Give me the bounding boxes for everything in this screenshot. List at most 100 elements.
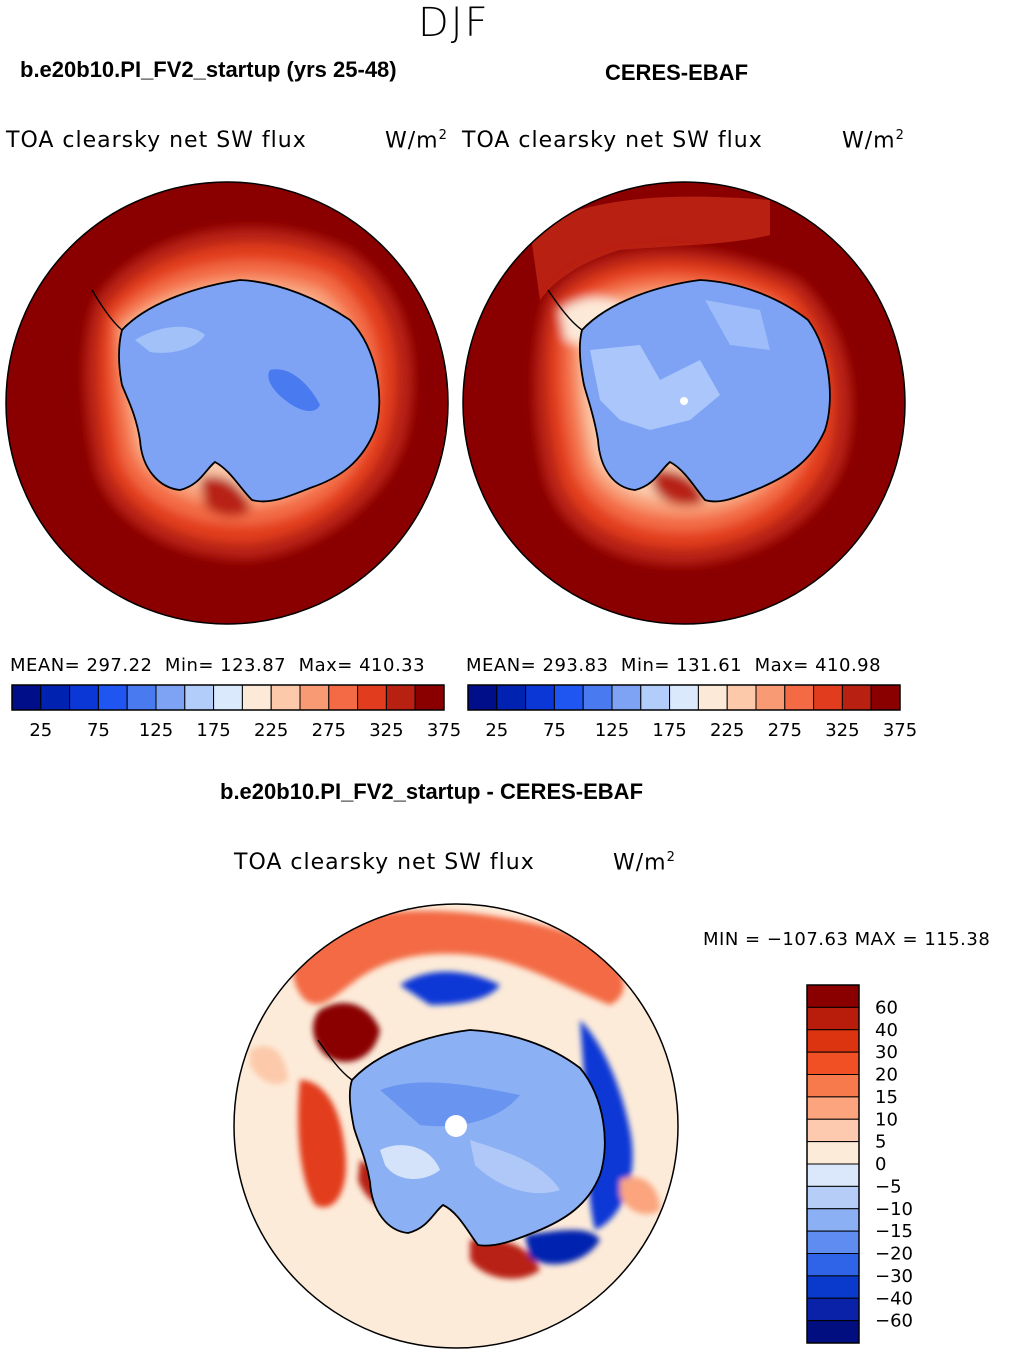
left-panel-title: b.e20b10.PI_FV2_startup (yrs 25-48): [20, 57, 397, 82]
difference-colorbar-swatch: [806, 1253, 860, 1277]
observation-colorbar-swatch: [640, 684, 671, 711]
diff-variable-label: TOA clearsky net SW flux: [234, 850, 535, 875]
difference-map-frame: [233, 903, 679, 1349]
difference-colorbar-tick-label: 15: [875, 1087, 898, 1108]
right-panel-title: CERES-EBAF: [605, 60, 749, 85]
difference-colorbar-swatch: [806, 1006, 860, 1031]
observation-colorbar-tick-label: 175: [652, 720, 686, 741]
model-colorbar-swatch: [385, 684, 416, 711]
difference-colorbar-tick-label: −60: [875, 1311, 913, 1332]
model-colorbar-tick-label: 25: [29, 720, 52, 741]
observation-colorbar-swatch: [582, 684, 613, 711]
difference-colorbar-swatch: [806, 1029, 860, 1053]
model-colorbar-swatch: [126, 684, 157, 711]
model-map-frame: [5, 181, 449, 625]
observation-colorbar-swatch: [669, 684, 699, 711]
difference-colorbar-swatch: [806, 984, 860, 1008]
right-units-label: W/m2: [842, 128, 905, 154]
difference-colorbar-tick-label: 0: [875, 1154, 886, 1175]
observation-colorbar-swatch: [870, 684, 901, 711]
difference-colorbar-tick-label: 10: [875, 1109, 898, 1130]
model-colorbar-swatch: [328, 684, 359, 711]
model-colorbar-tick-label: 375: [427, 720, 461, 741]
observation-colorbar-swatch: [496, 684, 527, 711]
diff-panel-title: b.e20b10.PI_FV2_startup - CERES-EBAF: [220, 779, 644, 804]
difference-colorbar-tick-label: −40: [875, 1288, 913, 1309]
observation-colorbar-tick-label: 25: [485, 720, 508, 741]
season-title: DJF: [418, 0, 490, 46]
observation-colorbar-swatch: [755, 684, 786, 711]
model-colorbar-swatch: [155, 684, 186, 711]
difference-colorbar-swatch: [806, 1163, 860, 1187]
model-colorbar-tick-label: 225: [254, 720, 288, 741]
diff-minmax-stats: MIN = −107.63 MAX = 115.38: [703, 929, 991, 950]
model-map: [6, 182, 448, 624]
difference-colorbar-swatch: [806, 1141, 860, 1165]
observation-colorbar-tick-label: 75: [543, 720, 566, 741]
observation-colorbar-tick-label: 225: [710, 720, 744, 741]
difference-colorbar-swatch: [806, 1096, 860, 1120]
difference-colorbar-tick-label: 30: [875, 1042, 898, 1063]
observation-colorbar-swatch: [841, 684, 872, 711]
model-colorbar-tick-label: 275: [312, 720, 346, 741]
difference-colorbar-swatch: [806, 1051, 860, 1075]
difference-colorbar-swatch: [806, 1297, 860, 1322]
observation-colorbar-swatch: [611, 684, 642, 711]
observation-colorbar: 25 75 125 175 225 275 325 375: [467, 684, 917, 741]
model-colorbar-swatch: [270, 684, 301, 711]
left-stats: MEAN= 297.22 Min= 123.87 Max= 410.33: [10, 655, 426, 676]
difference-colorbar-tick-label: 40: [875, 1020, 898, 1041]
model-colorbar-swatch: [11, 684, 42, 711]
model-colorbar-tick-label: 75: [87, 720, 110, 741]
difference-colorbar-swatch: [806, 1275, 860, 1299]
model-colorbar-frame: [11, 684, 445, 711]
difference-colorbar-tick-label: −15: [875, 1221, 913, 1242]
right-stats: MEAN= 293.83 Min= 131.61 Max= 410.98: [466, 655, 882, 676]
observation-colorbar-swatch: [726, 684, 757, 711]
model-colorbar-swatch: [213, 684, 243, 711]
left-units-label: W/m2: [385, 128, 448, 154]
model-colorbar-swatch: [184, 684, 215, 711]
model-colorbar: 25 75 125 175 225 275 325 375: [11, 684, 461, 741]
model-colorbar-swatch: [241, 684, 272, 711]
observation-colorbar-tick-label: 125: [595, 720, 629, 741]
observation-colorbar-tick-label: 325: [825, 720, 859, 741]
observation-colorbar-tick-label: 375: [883, 720, 917, 741]
observation-map-frame: [462, 181, 906, 625]
model-colorbar-swatch: [414, 684, 445, 711]
model-colorbar-tick-label: 175: [196, 720, 230, 741]
observation-colorbar-swatch: [525, 684, 555, 711]
difference-colorbar-swatch: [806, 1230, 860, 1254]
model-colorbar-tick-label: 325: [369, 720, 403, 741]
model-colorbar-swatch: [69, 684, 99, 711]
difference-colorbar-swatch: [806, 1118, 860, 1143]
observation-colorbar-swatch: [813, 684, 843, 711]
diff-units-label: W/m2: [613, 850, 676, 876]
difference-colorbar-tick-label: 20: [875, 1065, 898, 1086]
difference-colorbar-frame: [806, 984, 860, 1344]
observation-colorbar-swatch: [784, 684, 815, 711]
observation-colorbar-tick-label: 275: [768, 720, 802, 741]
left-variable-label: TOA clearsky net SW flux: [6, 128, 307, 153]
observation-map: [463, 182, 905, 624]
difference-colorbar-tick-label: −10: [875, 1199, 913, 1220]
model-colorbar-swatch: [357, 684, 387, 711]
difference-colorbar-tick-label: 60: [875, 997, 898, 1018]
difference-colorbar-swatch: [806, 1074, 860, 1098]
difference-colorbar-tick-label: −20: [875, 1244, 913, 1265]
model-colorbar-tick-label: 125: [139, 720, 173, 741]
difference-colorbar-swatch: [806, 1320, 860, 1344]
difference-colorbar-swatch: [806, 1185, 860, 1210]
difference-colorbar-tick-label: −5: [875, 1176, 902, 1197]
difference-colorbar-swatch: [806, 1208, 860, 1232]
observation-colorbar-frame: [467, 684, 901, 711]
observation-colorbar-swatch: [467, 684, 498, 711]
right-variable-label: TOA clearsky net SW flux: [462, 128, 763, 153]
difference-map: [234, 904, 678, 1348]
difference-colorbar-tick-label: −30: [875, 1266, 913, 1287]
model-colorbar-swatch: [299, 684, 330, 711]
observation-colorbar-swatch: [697, 684, 728, 711]
model-colorbar-swatch: [40, 684, 71, 711]
